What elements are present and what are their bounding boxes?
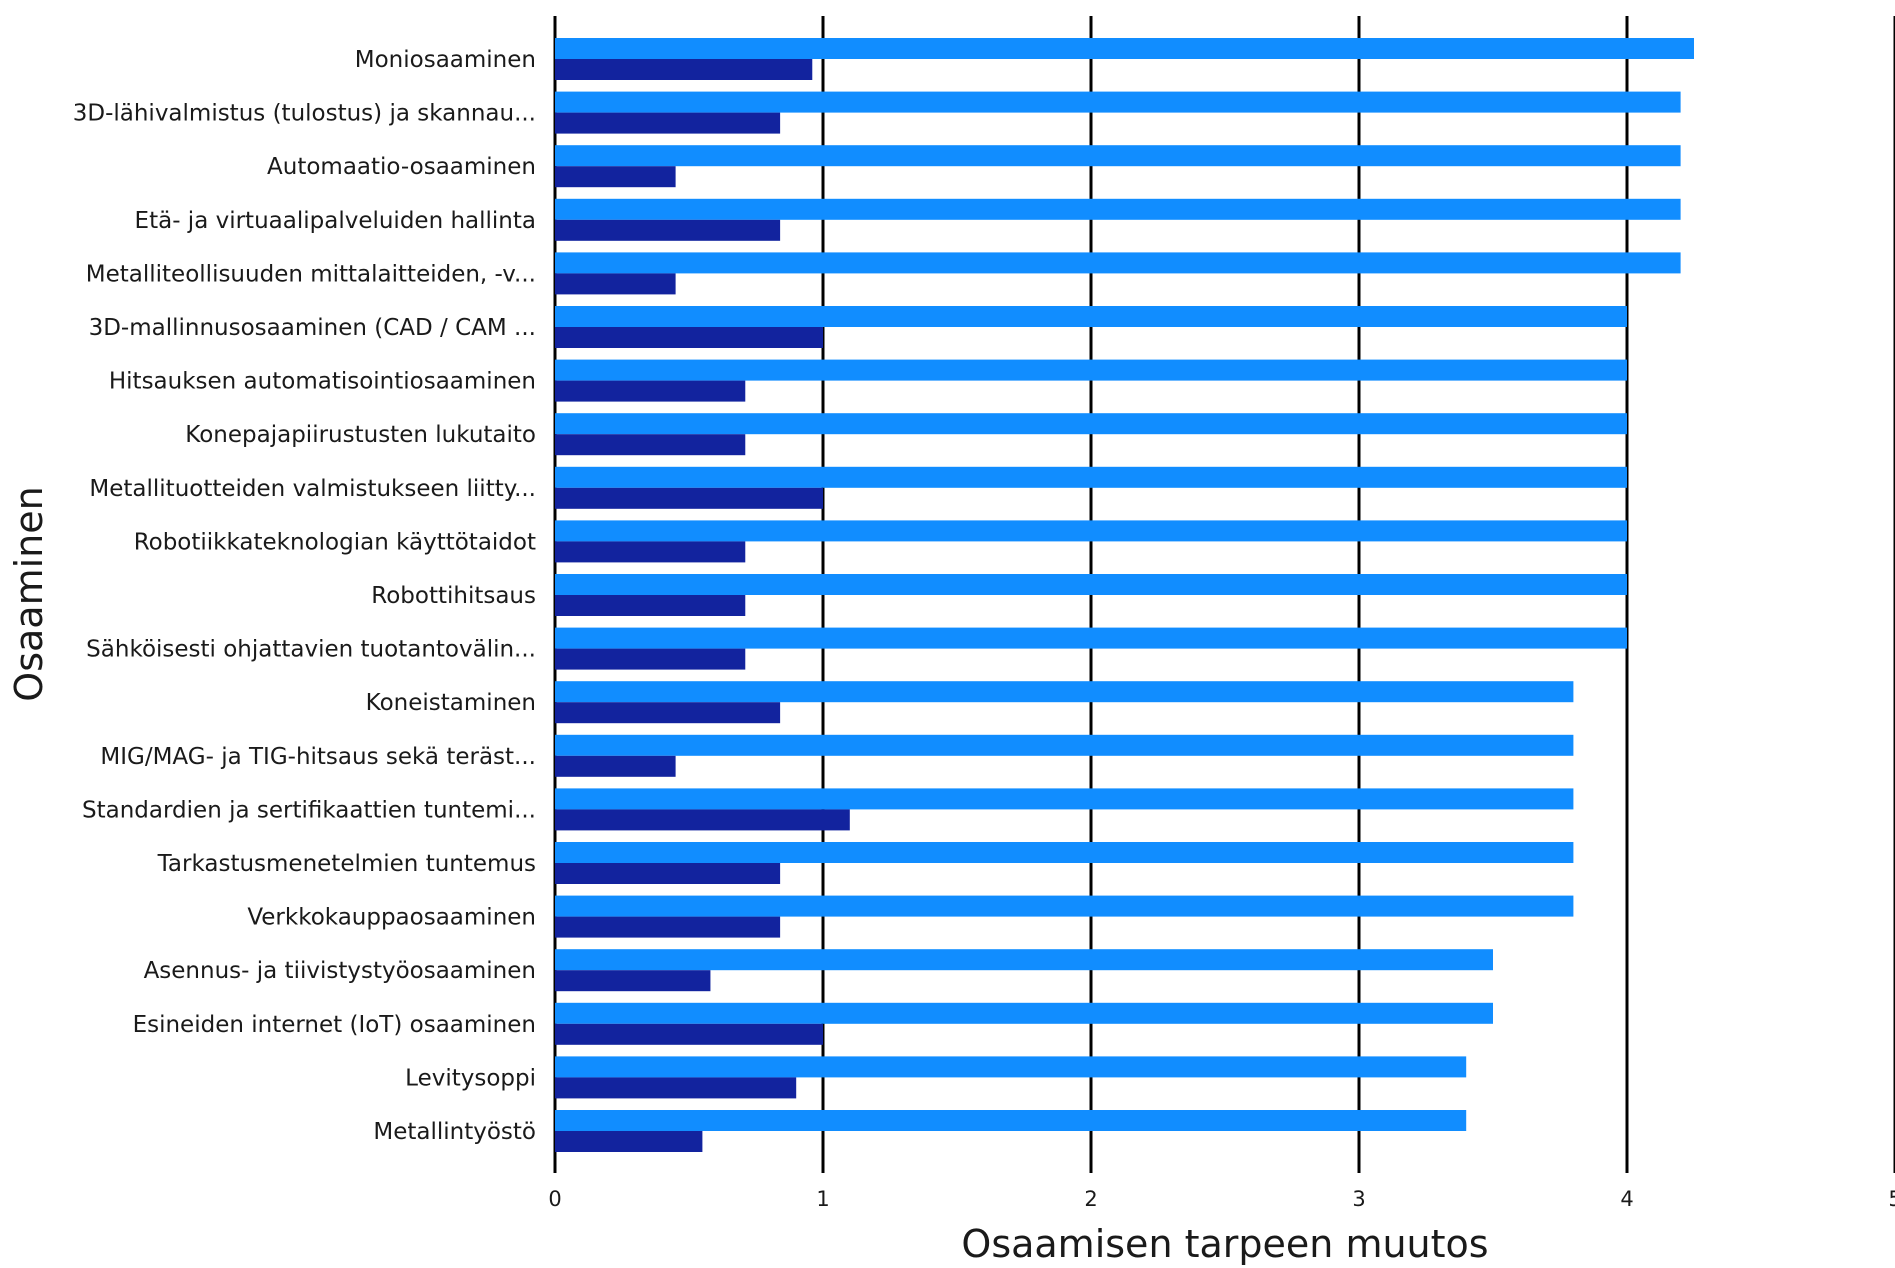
- bar-series-2: [555, 1131, 703, 1152]
- bar-series-2: [555, 541, 746, 563]
- category-label: Etä- ja virtuaalipalveluiden hallinta: [135, 208, 536, 234]
- bar-series-1: [555, 1110, 1467, 1131]
- bar-series-1: [555, 788, 1574, 810]
- bar-series-1: [555, 1002, 1493, 1024]
- x-tick-label: 2: [1084, 1187, 1097, 1211]
- bar-series-2: [555, 487, 823, 509]
- category-label: Metallintyöstö: [373, 1119, 536, 1145]
- x-tick-labels: 0 1 2 3 4 5: [548, 1187, 1895, 1211]
- bar-series-1: [555, 1056, 1467, 1078]
- bar-series-2: [555, 166, 676, 188]
- category-label: Metalliteollisuuden mittalaitteiden, -v.…: [86, 261, 536, 287]
- category-label: 3D-mallinnusosaaminen (CAD / CAM ...: [89, 315, 536, 341]
- bar-series-2: [555, 273, 676, 295]
- bar-series-2: [555, 648, 746, 670]
- bar-series-1: [555, 574, 1627, 595]
- bar-series-1: [555, 306, 1627, 327]
- bar-series-2: [555, 219, 781, 241]
- bar-series-1: [555, 520, 1627, 542]
- category-label: Robotiikkateknologian käyttötaidot: [134, 529, 536, 555]
- bar-series-2: [555, 916, 781, 938]
- bar-series-2: [555, 380, 746, 402]
- bar-series-1: [555, 413, 1627, 435]
- bar-series-1: [555, 252, 1681, 274]
- category-label: Sähköisesti ohjattavien tuotantovälin...: [86, 637, 536, 663]
- y-axis-title: Osaaminen: [7, 486, 51, 701]
- bar-series-1: [555, 842, 1574, 863]
- category-label: Asennus- ja tiivistystyöosaaminen: [144, 958, 536, 984]
- category-label: 3D-lähivalmistus (tulostus) ja skannau..…: [73, 101, 536, 127]
- x-tick-label: 3: [1352, 1187, 1365, 1211]
- category-label: Robottihitsaus: [371, 583, 536, 609]
- bar-series-2: [555, 970, 711, 992]
- bar-series-2: [555, 755, 676, 777]
- category-label: Hitsauksen automatisointiosaaminen: [109, 369, 536, 395]
- category-label: Verkkokauppaosaaminen: [247, 905, 536, 931]
- category-label: Esineiden internet (IoT) osaaminen: [133, 1012, 536, 1038]
- bar-series-2: [555, 434, 746, 456]
- bar-series-2: [555, 863, 781, 884]
- x-tick-label: 1: [816, 1187, 829, 1211]
- bar-series-1: [555, 145, 1681, 167]
- category-label: Metallituotteiden valmistukseen liitty..…: [89, 476, 536, 502]
- bar-series-1: [555, 466, 1627, 488]
- bar-series-2: [555, 1023, 823, 1045]
- bar-series-1: [555, 91, 1681, 113]
- bar-series-1: [555, 198, 1681, 220]
- x-tick-label: 5: [1888, 1187, 1895, 1211]
- bar-series-1: [555, 627, 1627, 649]
- category-label: Moniosaaminen: [355, 47, 536, 73]
- bar-series-1: [555, 895, 1574, 917]
- bar-series-1: [555, 949, 1493, 971]
- bar-series-2: [555, 702, 781, 724]
- x-tick-label: 4: [1620, 1187, 1633, 1211]
- bar-series-2: [555, 595, 746, 616]
- x-tick-label: 0: [548, 1187, 561, 1211]
- bar-series-2: [555, 59, 813, 80]
- bar-series-2: [555, 112, 781, 134]
- category-label: Standardien ja sertifikaattien tuntemi..…: [82, 797, 536, 823]
- bar-series-1: [555, 359, 1627, 381]
- category-label: Tarkastusmenetelmien tuntemus: [157, 851, 536, 877]
- category-label: MIG/MAG- ja TIG-hitsaus sekä teräst...: [100, 744, 536, 770]
- bar-series-1: [555, 681, 1574, 703]
- category-label: Koneistaminen: [366, 690, 536, 716]
- category-labels: Moniosaaminen 3D-lähivalmistus (tulostus)…: [73, 47, 536, 1145]
- category-label: Levitysoppi: [405, 1065, 536, 1091]
- bar-series-2: [555, 327, 823, 348]
- bar-series-1: [555, 734, 1574, 756]
- x-axis-title: Osaamisen tarpeen muutos: [961, 1222, 1488, 1266]
- category-label: Automaatio-osaaminen: [267, 154, 536, 180]
- bar-series-2: [555, 809, 850, 831]
- bars: [555, 38, 1694, 1152]
- category-label: Konepajapiirustusten lukutaito: [185, 422, 536, 448]
- bar-series-1: [555, 38, 1694, 59]
- bar-series-2: [555, 1077, 797, 1099]
